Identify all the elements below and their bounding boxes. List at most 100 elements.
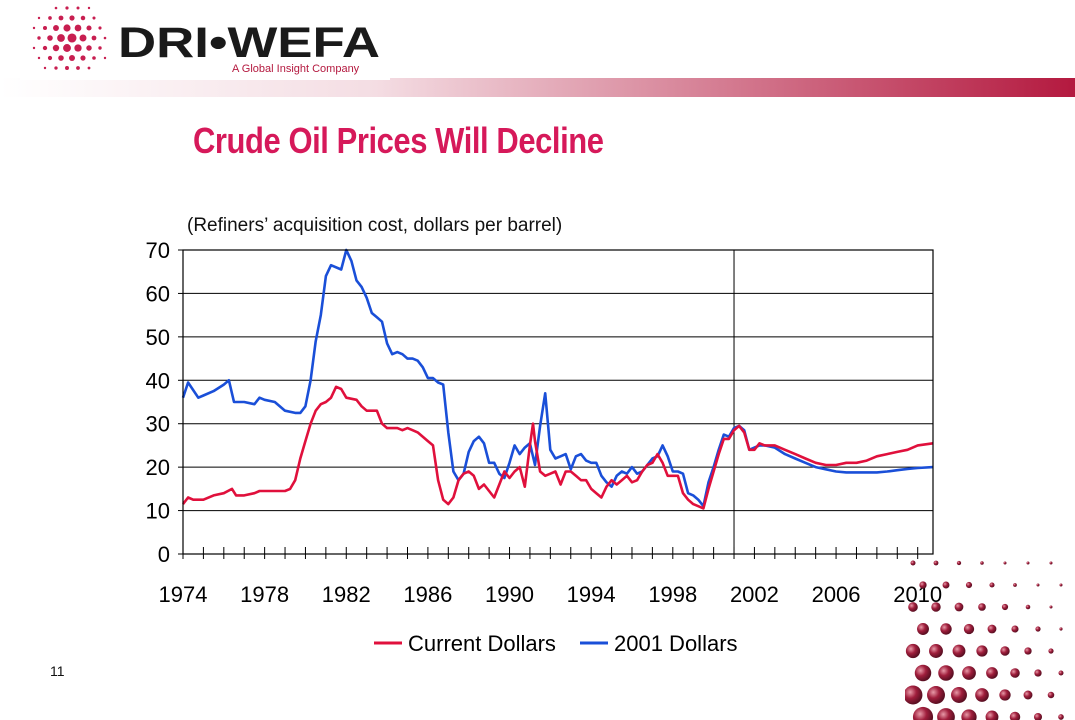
decorative-ball <box>1047 691 1055 699</box>
decorative-ball <box>1003 561 1007 565</box>
logo-dot <box>63 44 71 52</box>
decorative-ball <box>980 561 984 565</box>
logo-dot <box>37 36 41 40</box>
decorative-ball <box>975 688 989 702</box>
logo-dot <box>52 44 60 52</box>
x-tick-label-1994: 1994 <box>567 582 616 607</box>
logo-dot <box>58 15 64 21</box>
logo-dot <box>74 44 82 52</box>
logo-dot <box>53 25 59 31</box>
legend-label-current: Current Dollars <box>408 631 556 656</box>
gridlines <box>183 249 933 512</box>
decorative-ball <box>1036 583 1040 587</box>
header-gradient-bar <box>0 78 1075 97</box>
y-tick-label-70: 70 <box>146 238 170 263</box>
chart-subtitle: (Refiners’ acquisition cost, dollars per… <box>187 215 563 236</box>
logo-dot <box>92 56 96 60</box>
decorative-ball <box>986 667 998 679</box>
logo-dot <box>47 35 53 41</box>
logo-dot <box>67 33 77 43</box>
decorative-ball <box>985 710 999 720</box>
page-number: 11 <box>50 663 65 679</box>
logo-dot <box>98 46 102 50</box>
decorative-ball <box>1000 646 1010 656</box>
decorative-ball <box>1001 603 1009 611</box>
decorative-ball <box>937 708 955 720</box>
series-line-2001-dollars <box>181 248 934 508</box>
decorative-ball <box>931 602 941 612</box>
y-tick-label-20: 20 <box>146 455 170 480</box>
decorative-ball <box>927 686 945 704</box>
x-tick-label-1974: 1974 <box>159 582 208 607</box>
logo-dot <box>87 6 91 10</box>
decorative-ball <box>1013 583 1017 587</box>
logo-dot <box>86 45 92 51</box>
logo-dot <box>42 45 48 51</box>
plot-border <box>182 249 934 555</box>
series-line-current-dollars <box>181 385 934 510</box>
logo-dot-sphere <box>32 6 107 70</box>
logo-dot <box>92 16 96 20</box>
logo-dot <box>76 66 80 70</box>
logo-dot <box>32 46 36 50</box>
company-logo: DRI•WEFA A Global Insight Company <box>20 0 390 80</box>
y-tick-label-10: 10 <box>146 499 170 524</box>
decorative-ball <box>940 623 952 635</box>
x-axis-ticks: 1974 1978 1982 1986 1990 1994 1998 2002 2006 2010 <box>159 547 942 607</box>
decorative-ball <box>954 602 964 612</box>
logo-dot <box>37 16 41 20</box>
decorative-ball <box>1010 668 1020 678</box>
logo-dot <box>79 34 87 42</box>
legend-label-real: 2001 Dollars <box>614 631 738 656</box>
decorative-ball <box>999 689 1011 701</box>
logo-dot <box>74 24 82 32</box>
x-tick-label-2002: 2002 <box>730 582 779 607</box>
logo-dot <box>65 66 69 70</box>
decorative-ball <box>1034 669 1042 677</box>
logo-dot <box>58 55 64 61</box>
decorative-ball <box>933 560 939 566</box>
decorative-ball <box>961 709 977 720</box>
logo-dot <box>69 15 75 21</box>
decorative-ball <box>965 581 973 589</box>
header-band <box>0 78 1075 97</box>
decorative-ball <box>1048 648 1054 654</box>
decorative-ball <box>1059 583 1063 587</box>
decorative-ball <box>951 687 967 703</box>
y-tick-label-50: 50 <box>146 325 170 350</box>
decorative-ball <box>1049 605 1053 609</box>
logo-dot <box>103 36 107 40</box>
logo-dot <box>69 55 75 61</box>
logo-dot <box>42 25 48 31</box>
x-tick-label-1998: 1998 <box>648 582 697 607</box>
decorative-ball <box>1024 647 1032 655</box>
x-tick-label-1986: 1986 <box>403 582 452 607</box>
logo-dot <box>48 16 52 20</box>
legend: Current Dollars 2001 Dollars <box>374 631 738 656</box>
decorative-ball <box>919 581 927 589</box>
x-tick-label-1982: 1982 <box>322 582 371 607</box>
logo-dot <box>87 66 91 70</box>
decorative-ball <box>942 581 950 589</box>
decorative-ball <box>912 706 934 720</box>
decorative-ball <box>938 665 954 681</box>
decorative-ball <box>1058 670 1064 676</box>
decorative-ball <box>1025 604 1031 610</box>
decorative-ball <box>1023 690 1033 700</box>
decorative-ball <box>905 685 923 705</box>
x-tick-label-2006: 2006 <box>812 582 861 607</box>
logo-dot <box>57 34 65 42</box>
logo-dot <box>65 6 69 10</box>
decorative-ball <box>1009 711 1021 720</box>
page-title: Crude Oil Prices Will Decline <box>193 120 604 161</box>
decorative-ball <box>914 664 932 682</box>
decorative-ball <box>1035 626 1041 632</box>
logo-dot <box>47 55 53 61</box>
logo-dot <box>54 66 58 70</box>
logo-dot <box>86 25 92 31</box>
logo-dot <box>80 55 86 61</box>
oil-price-chart: 0 10 20 30 40 50 60 70 1974 1978 1982 1986 1990 1994… <box>146 238 943 656</box>
decorative-ball <box>1049 561 1053 565</box>
decorative-ball <box>962 666 976 680</box>
y-axis-ticks: 0 10 20 30 40 50 60 70 <box>146 238 183 567</box>
